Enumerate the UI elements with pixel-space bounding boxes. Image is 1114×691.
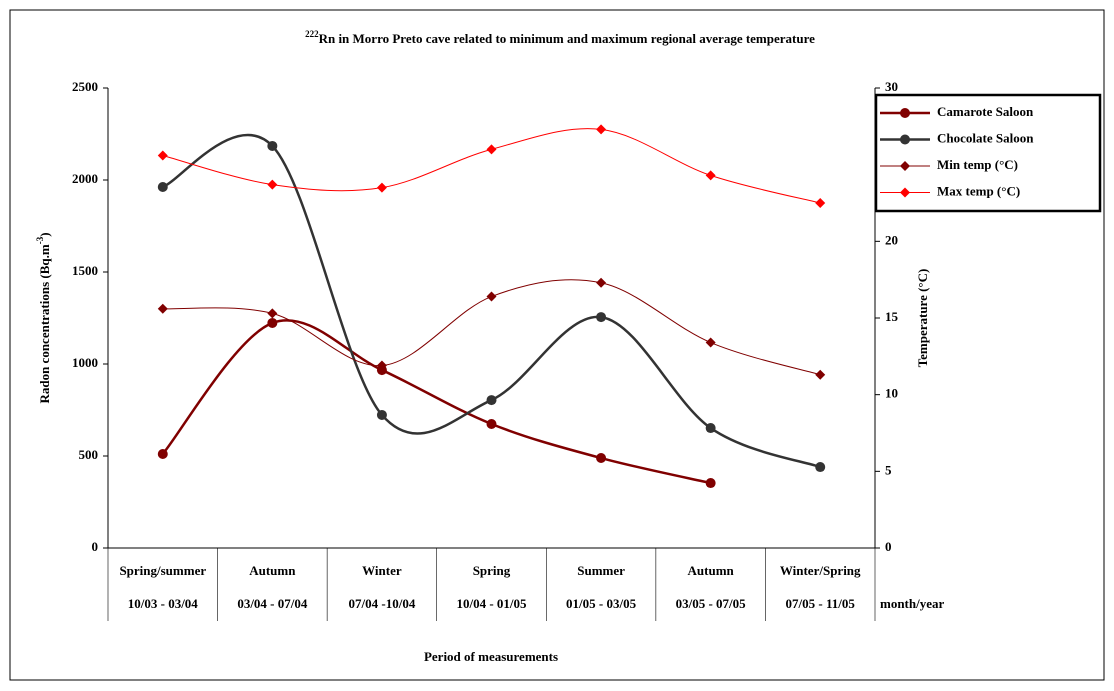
x-axis-title: Period of measurements bbox=[424, 649, 558, 664]
y2-tick-label: 30 bbox=[885, 79, 898, 94]
y-tick-label: 2000 bbox=[72, 171, 98, 186]
y-tick-label: 1500 bbox=[72, 263, 98, 278]
x-tick-label: Autumn bbox=[688, 563, 735, 578]
y2-tick-label: 15 bbox=[885, 309, 899, 324]
y-tick-label: 0 bbox=[92, 539, 99, 554]
period-unit: month/year bbox=[880, 596, 945, 611]
chart-title: 222Rn in Morro Preto cave related to min… bbox=[305, 29, 815, 46]
data-point bbox=[596, 277, 607, 288]
period-label: 03/04 - 07/04 bbox=[237, 596, 308, 611]
period-label: 10/04 - 01/05 bbox=[456, 596, 527, 611]
period-label: 10/03 - 03/04 bbox=[128, 596, 199, 611]
legend-label: Chocolate Saloon bbox=[937, 130, 1034, 145]
data-point bbox=[486, 418, 497, 429]
x-tick-label: Winter/Spring bbox=[780, 563, 861, 578]
legend-marker bbox=[900, 187, 910, 198]
data-point bbox=[267, 317, 278, 328]
data-point bbox=[705, 423, 716, 434]
data-point bbox=[157, 181, 168, 192]
data-point bbox=[486, 395, 497, 406]
period-label: 07/04 -10/04 bbox=[349, 596, 416, 611]
data-point bbox=[486, 144, 497, 155]
y-tick-label: 1000 bbox=[72, 355, 98, 370]
data-point bbox=[596, 124, 607, 135]
x-tick-label: Winter bbox=[362, 563, 402, 578]
data-point bbox=[815, 462, 826, 473]
x-tick-label: Spring bbox=[473, 563, 511, 578]
y-tick-label: 2500 bbox=[72, 79, 98, 94]
legend-box bbox=[874, 93, 1102, 213]
y2-tick-label: 5 bbox=[885, 462, 892, 477]
legend-label: Camarote Saloon bbox=[937, 104, 1034, 119]
data-point bbox=[596, 453, 607, 464]
y2-axis-title: Temperature (°C) bbox=[915, 269, 930, 368]
data-point bbox=[376, 182, 387, 193]
y-tick-label: 500 bbox=[79, 447, 99, 462]
period-label: 01/05 - 03/05 bbox=[566, 596, 637, 611]
data-point bbox=[267, 140, 278, 151]
data-point bbox=[267, 308, 278, 319]
y-axis-title: Radon concentrations (Bq.m-3) bbox=[35, 232, 52, 403]
x-tick-label: Spring/summer bbox=[119, 563, 206, 578]
data-point bbox=[705, 337, 716, 348]
y-label-superscript: -3 bbox=[35, 236, 45, 244]
data-point bbox=[267, 179, 278, 190]
data-point bbox=[157, 303, 168, 314]
data-point bbox=[815, 369, 826, 380]
data-point bbox=[486, 291, 497, 302]
y2-tick-label: 0 bbox=[885, 539, 892, 554]
x-tick-label: Summer bbox=[577, 563, 625, 578]
legend-marker bbox=[900, 108, 910, 118]
y2-tick-label: 20 bbox=[885, 232, 898, 247]
legend-marker bbox=[900, 134, 910, 145]
title-superscript: 222 bbox=[305, 29, 319, 39]
y-label-suffix: ) bbox=[37, 232, 52, 236]
y2-tick-label: 10 bbox=[885, 386, 898, 401]
legend-marker bbox=[900, 161, 910, 171]
x-tick-label: Autumn bbox=[249, 563, 296, 578]
data-point bbox=[157, 150, 168, 161]
data-point bbox=[705, 478, 716, 489]
y-label: Radon concentrations (Bq.m bbox=[37, 244, 52, 403]
period-label: 03/05 - 07/05 bbox=[676, 596, 747, 611]
data-point bbox=[157, 448, 168, 459]
title-text: Rn in Morro Preto cave related to minimu… bbox=[319, 31, 816, 46]
legend-label: Min temp (°C) bbox=[937, 157, 1018, 172]
data-point bbox=[376, 360, 387, 371]
data-point bbox=[376, 409, 387, 420]
legend-label: Max temp (°C) bbox=[937, 183, 1020, 198]
data-point bbox=[596, 312, 607, 323]
data-point bbox=[815, 198, 826, 208]
data-point bbox=[705, 170, 716, 181]
period-label: 07/05 - 11/05 bbox=[786, 596, 856, 611]
